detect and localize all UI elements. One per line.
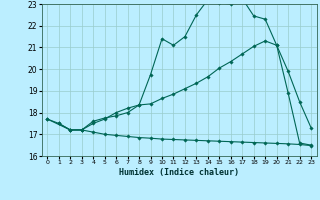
X-axis label: Humidex (Indice chaleur): Humidex (Indice chaleur) <box>119 168 239 177</box>
